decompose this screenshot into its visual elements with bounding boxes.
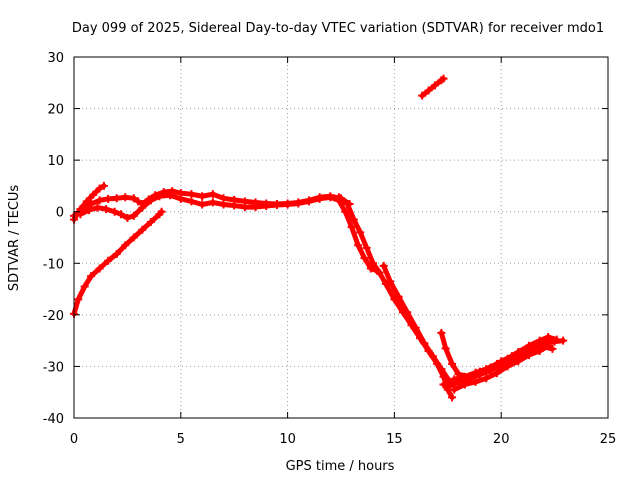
data-segment — [344, 201, 357, 222]
series-track-g — [439, 333, 561, 389]
data-segment — [342, 209, 355, 230]
data-point — [544, 341, 553, 350]
series-track-i — [450, 341, 553, 394]
series-track-k — [418, 74, 448, 100]
ticks — [73, 56, 609, 419]
data-segment — [404, 309, 419, 331]
data-point — [448, 393, 457, 402]
y-tick-label: -10 — [43, 257, 64, 272]
data-segment — [400, 309, 414, 328]
x-tick-label: 15 — [386, 432, 403, 447]
plot-frame — [73, 56, 609, 419]
y-tick-label: 30 — [47, 51, 64, 66]
data-segment — [413, 325, 427, 346]
x-tick-label: 25 — [600, 432, 617, 447]
x-axis-label: GPS time / hours — [286, 459, 395, 474]
y-tick-label: -40 — [43, 412, 64, 427]
y-axis-label: SDTVAR / TECUs — [7, 185, 22, 292]
data-segment — [349, 224, 361, 248]
data-point — [552, 335, 561, 344]
data-segment — [421, 340, 436, 359]
y-tick-label: -20 — [43, 309, 64, 324]
y-tick-label: 0 — [56, 206, 64, 221]
data-segment — [383, 281, 397, 302]
data-segment — [387, 278, 402, 300]
data-segment — [381, 263, 393, 284]
x-tick-label: 10 — [279, 432, 296, 447]
x-tick-label: 0 — [70, 432, 78, 447]
data-segment — [364, 245, 376, 266]
x-tick-label: 5 — [177, 432, 185, 447]
data-point — [439, 74, 448, 83]
series-track-e — [379, 261, 454, 386]
data-marks — [70, 74, 568, 402]
data-segment — [357, 229, 370, 251]
y-tick-label: 10 — [47, 154, 64, 169]
data-point — [559, 336, 568, 345]
x-tick-label: 20 — [493, 432, 510, 447]
data-point — [157, 207, 166, 216]
series-track-j — [70, 207, 166, 318]
data-point — [548, 344, 557, 353]
data-segment — [396, 294, 410, 315]
data-segment — [430, 353, 444, 372]
tick-labels: 0 5 10 15 20 25 -40 -30 -20 -10 0 10 20 30 — [43, 51, 617, 447]
y-tick-label: -30 — [43, 360, 64, 375]
chart-title: Day 099 of 2025, Sidereal Day-to-day VTE… — [72, 21, 604, 36]
series-track-c — [76, 191, 382, 276]
data-point — [99, 181, 108, 190]
data-segment — [391, 296, 406, 315]
y-tick-label: 20 — [47, 103, 64, 118]
data-segment — [443, 345, 455, 367]
